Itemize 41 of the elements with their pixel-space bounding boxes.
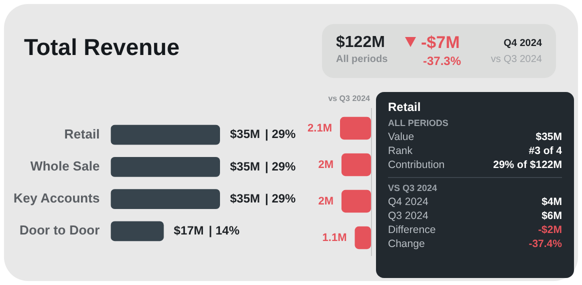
text: | 29% [265,191,296,206]
text: | 29% [265,159,296,174]
data-label: 1.1M [322,232,347,244]
text: All periods [336,54,388,65]
y-tick-label: Door to Door [20,222,100,238]
text: vs Q3 2024 [490,54,542,65]
text: Rank [388,144,413,158]
text: -$7M [421,33,460,53]
y-tick-label: Key Accounts [13,190,100,206]
text: -$2M [538,223,562,237]
chart-title: vs Q3 2024 [327,94,370,103]
text: VS Q3 2024 [388,183,438,193]
text: $4M [542,195,562,209]
text: $122M [336,34,385,52]
data-label: 2M [318,195,334,208]
text: Q4 2024 [388,195,428,209]
data-label: $35M [230,159,260,174]
text: Difference [388,223,436,237]
text: -37.4% [528,237,562,251]
text: -37.3% [423,54,462,68]
data-label: $35M [230,127,260,142]
text: Retail [388,100,422,114]
y-tick-label: Retail [64,126,100,142]
data-label: 2.1M [308,122,332,134]
text: #3 of 4 [528,144,562,158]
text: Value [388,130,414,144]
text: Change [388,237,425,251]
annotation: | 14% [208,223,240,238]
text: | 29% [265,127,296,142]
text: Q3 2024 [388,209,428,223]
data-label: $17M [174,223,204,238]
chart-title: Total Revenue [24,34,180,61]
text: 29% of $122M [493,158,562,172]
y-tick-label: Whole Sale [30,158,100,174]
data-label: 2M [318,158,334,171]
text: Q4 2024 [504,38,542,49]
text: ALL PERIODS [388,118,450,128]
text: $35M [536,130,562,144]
text: $6M [542,209,562,223]
data-label: $35M [230,191,260,206]
text: Contribution [388,158,445,172]
